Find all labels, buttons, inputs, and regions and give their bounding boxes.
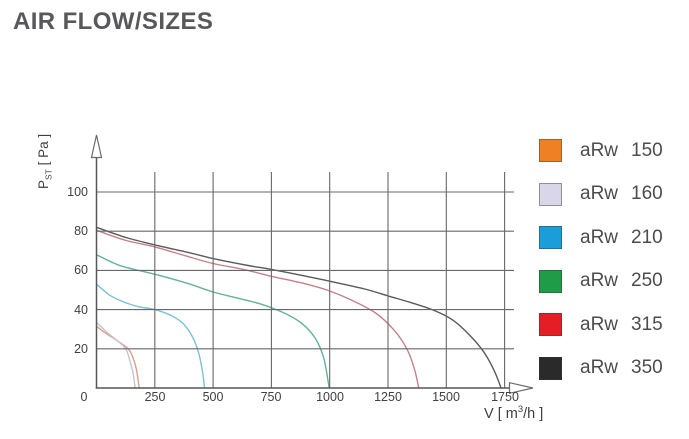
y-tick-label: 20 <box>74 342 88 356</box>
legend-swatch-arw-250-icon <box>539 269 562 293</box>
legend-size: 210 <box>631 226 663 248</box>
legend: aRw 150 aRw 160 aRw 210 aRw 250 aRw 315 aRw 35… <box>539 139 684 400</box>
y-axis-label: PST [ Pa ] <box>36 134 54 189</box>
legend-size: 315 <box>631 313 663 335</box>
y-axis <box>90 134 103 389</box>
x-tick-label: 1750 <box>491 390 519 404</box>
x-tick-labels: 0 250 500 750 1000 1250 1500 1750 <box>81 390 519 404</box>
legend-item: aRw 210 <box>539 226 684 249</box>
legend-label: aRw 315 <box>580 314 663 336</box>
legend-size: 160 <box>631 183 663 204</box>
page-title: AIR FLOW/SIZES <box>13 8 214 35</box>
curve-arw-210 <box>95 283 206 389</box>
x-tick-label: 1250 <box>374 390 402 404</box>
curve-arw-350 <box>95 226 502 389</box>
y-tick-label: 60 <box>74 263 88 277</box>
x-tick-label: 250 <box>145 390 166 404</box>
legend-model: aRw <box>580 270 619 291</box>
legend-model: aRw <box>580 313 619 335</box>
legend-item: aRw 315 <box>539 313 684 336</box>
x-axis <box>95 381 534 395</box>
x-tick-label: 1500 <box>432 390 460 404</box>
x-axis-label: V [ m3/h ] <box>484 404 543 422</box>
curve-arw-160 <box>95 321 136 389</box>
x-tick-label: 500 <box>203 390 224 404</box>
legend-item: aRw 150 <box>539 139 684 162</box>
legend-label: aRw 210 <box>580 227 663 249</box>
y-tick-label: 40 <box>74 303 88 317</box>
legend-model: aRw <box>580 139 619 161</box>
legend-label: aRw 250 <box>580 270 663 292</box>
legend-label: aRw 150 <box>580 140 663 162</box>
legend-model: aRw <box>580 357 619 378</box>
y-tick-labels: 100 80 60 40 20 <box>67 185 88 356</box>
legend-item: aRw 250 <box>539 269 684 293</box>
legend-swatch-arw-160-icon <box>539 182 562 206</box>
legend-label: aRw 160 <box>580 183 663 205</box>
curve-arw-315 <box>95 229 420 389</box>
legend-swatch-arw-150-icon <box>539 139 562 162</box>
legend-swatch-arw-210-icon <box>539 226 562 249</box>
grid <box>96 172 514 388</box>
x-tick-label: 0 <box>81 390 88 404</box>
legend-model: aRw <box>580 226 619 248</box>
plot-curves <box>95 226 502 389</box>
x-axis-arrow-icon <box>508 381 534 395</box>
x-tick-label: 750 <box>261 390 282 404</box>
curve-arw-150 <box>95 325 140 389</box>
y-axis-arrow-icon <box>90 134 103 159</box>
legend-size: 150 <box>631 139 663 161</box>
legend-item: aRw 350 <box>539 356 684 380</box>
legend-swatch-arw-350-icon <box>539 356 562 380</box>
legend-size: 350 <box>631 357 663 378</box>
curve-arw-250 <box>95 254 330 389</box>
legend-swatch-arw-315-icon <box>539 313 562 336</box>
y-tick-label: 100 <box>67 185 88 199</box>
x-tick-label: 1000 <box>316 390 344 404</box>
y-tick-label: 80 <box>74 224 88 238</box>
legend-model: aRw <box>580 183 619 204</box>
legend-label: aRw 350 <box>580 357 663 379</box>
legend-item: aRw 160 <box>539 182 684 206</box>
legend-size: 250 <box>631 270 663 291</box>
